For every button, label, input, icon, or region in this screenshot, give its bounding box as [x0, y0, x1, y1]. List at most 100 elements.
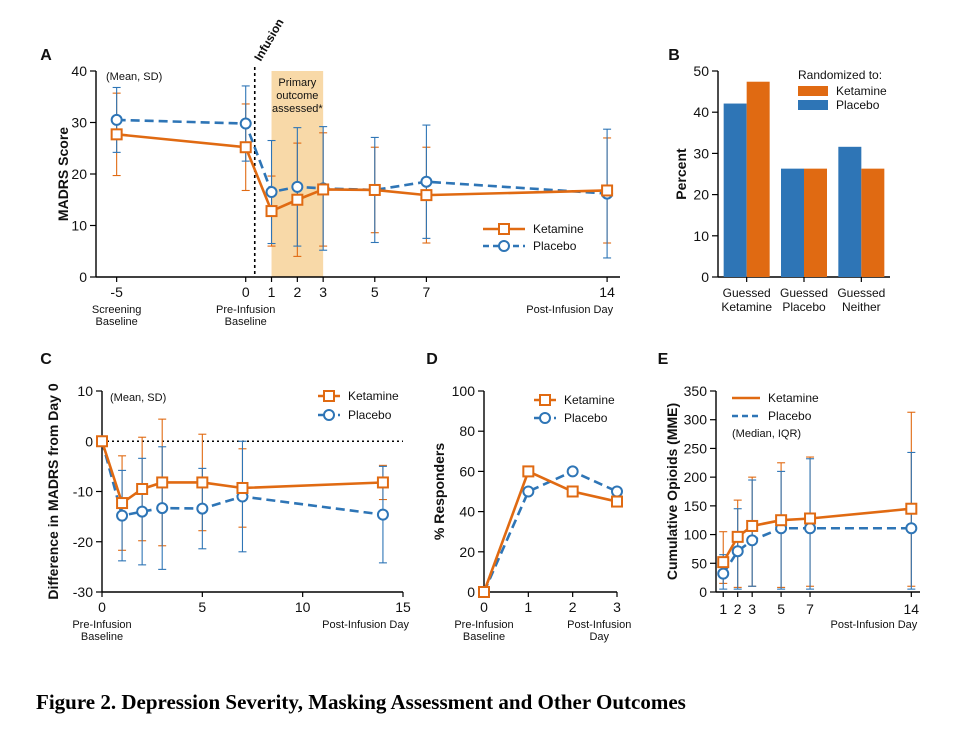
panel-a-ketamine-point: [420, 189, 433, 202]
panel-e-placebo-point: [804, 522, 817, 535]
panel-a-legend-marker-ketamine: [498, 223, 510, 235]
panel-a-ketamine-point: [368, 183, 381, 196]
panel-d-ketamine-point: [566, 485, 579, 498]
panel-e-xtick-label: 14: [904, 601, 920, 617]
panel-d-placebo-line: [482, 469, 618, 593]
panel-c-placebo-point: [136, 505, 149, 518]
panel-c-placebo-point: [376, 508, 389, 521]
panel-e-xtick-label: 1: [719, 601, 727, 617]
panel-b-legend-label-placebo: Placebo: [836, 98, 880, 112]
panel-a-letter: A: [40, 47, 52, 64]
panel-e-ytick-label: 50: [691, 555, 707, 571]
panel-a-ytick-label: 0: [79, 269, 87, 285]
panel-c-xtick-label: 5: [198, 599, 206, 615]
panel-b-category-label: Ketamine: [721, 300, 772, 314]
panel-a-legend-label-placebo: Placebo: [533, 239, 577, 253]
panel-b-category-label: Guessed: [723, 286, 771, 300]
panel-c-ketamine-point: [96, 435, 108, 448]
panel-a-xtick-label: 7: [423, 284, 431, 300]
panel-e-legend-label-ketamine: Ketamine: [768, 391, 819, 405]
panel-a-x-sublabel: Baseline: [225, 316, 267, 328]
panel-a-ytick-label: 40: [71, 63, 87, 79]
panel-d-letter: D: [426, 351, 438, 368]
panel-d-ytick-label: 100: [452, 383, 476, 399]
panel-b-bar-placebo: [723, 103, 747, 277]
panel-c-legend-label-ketamine: Ketamine: [348, 389, 399, 403]
panel-a-note: (Mean, SD): [106, 71, 162, 83]
panel-a-xtick-label: 14: [599, 284, 615, 300]
panel-b-ytick-label: 20: [693, 187, 709, 203]
panel-a-shade-label: assessed*: [272, 103, 323, 115]
panel-b-bar-placebo: [838, 146, 862, 277]
panel-b-category-label: Placebo: [782, 300, 826, 314]
panel-c-ketamine-point: [196, 476, 209, 489]
panel-d-ytick-label: 20: [459, 544, 475, 560]
panel-e-ketamine-point: [717, 556, 730, 569]
panel-c-legend-marker-ketamine: [323, 390, 335, 402]
panel-d-ketamine-line: [482, 469, 618, 593]
panel-a-placebo-point: [265, 186, 278, 199]
panel-a-legend-label-ketamine: Ketamine: [533, 222, 584, 236]
panel-a-placebo-line: [116, 118, 608, 195]
panel-e-placebo-point: [731, 545, 744, 558]
panel-e-xtick-label: 3: [748, 601, 756, 617]
panel-c-x-sublabel: Baseline: [81, 631, 123, 643]
panel-a-ytick-label: 20: [71, 166, 87, 182]
panel-b-ytick-label: 0: [701, 269, 709, 285]
panel-b-letter: B: [668, 47, 680, 64]
panel-b-ytick-label: 30: [693, 145, 709, 161]
panel-d-x-sublabel: Post-Infusion: [567, 619, 631, 631]
panel-e-placebo-point: [905, 522, 918, 535]
panel-a-x-sublabel: Screening: [92, 304, 142, 316]
panel-b-legend-swatch-placebo: [798, 100, 828, 110]
panel-a-infusion-label: Infusion: [251, 16, 286, 63]
panel-a-shade-label: Primary: [278, 77, 316, 89]
panel-a-ketamine-point: [239, 141, 252, 154]
panel-b-legend-label-ketamine: Ketamine: [836, 84, 887, 98]
panel-c-ytick-label: -10: [73, 484, 93, 500]
panel-d-x-sublabel: Pre-Infusion: [454, 619, 513, 631]
panel-d-ytick-label: 60: [459, 463, 475, 479]
panel-a-shade-label: outcome: [276, 90, 318, 102]
panel-a-ketamine-line: [116, 133, 608, 213]
panel-d-placebo-point: [566, 465, 579, 478]
panel-a-placebo-point: [239, 117, 252, 130]
panel-b-y-label: Percent: [673, 148, 689, 200]
panel-b-ytick-label: 50: [693, 63, 709, 79]
panel-a-xtick-label: 3: [319, 284, 327, 300]
panel-b-category-label: Guessed: [837, 286, 885, 300]
panel-a-placebo-point: [110, 113, 123, 126]
panel-c-placebo-point: [116, 509, 129, 522]
panel-a-y-label: MADRS Score: [55, 127, 71, 221]
panel-a-ytick-label: 30: [71, 115, 87, 131]
panel-a-ketamine-point: [110, 128, 123, 141]
panel-c-placebo-point: [196, 502, 209, 515]
panel-e-xtick-label: 2: [734, 601, 742, 617]
panel-d-ytick-label: 40: [459, 504, 475, 520]
panel-c-ytick-label: -20: [73, 534, 93, 550]
panel-d-placebo-point: [611, 485, 623, 498]
panel-a-xtick-label: 0: [242, 284, 250, 300]
panel-c-xtick-label: 10: [295, 599, 311, 615]
panel-a-ketamine-point: [601, 184, 614, 197]
panel-e-ytick-label: 100: [684, 527, 708, 543]
panel-c-ketamine-point: [136, 482, 149, 495]
panel-d-legend-marker-placebo: [539, 412, 551, 424]
panel-a-xtick-label: -5: [110, 284, 123, 300]
panel-d-xtick-label: 2: [569, 599, 577, 615]
panel-c-letter: C: [40, 351, 52, 368]
panel-e-ytick-label: 0: [699, 584, 707, 600]
panel-e-y-label: Cumulative Opioids (MME): [664, 403, 680, 580]
panel-b-bar-ketamine: [861, 168, 885, 277]
panel-e-xtick-label: 7: [806, 601, 814, 617]
panel-b-legend-title: Randomized to:: [798, 68, 882, 82]
panel-a-x-sublabel: Post-Infusion Day: [526, 304, 613, 316]
panel-a-legend-marker-placebo: [498, 240, 510, 252]
panel-c-ketamine-point: [376, 476, 389, 489]
panel-e-ketamine-point: [731, 530, 744, 543]
panel-c-xtick-label: 15: [395, 599, 411, 615]
panel-d-xtick-label: 1: [524, 599, 532, 615]
panel-d-y-label: % Responders: [431, 443, 447, 540]
